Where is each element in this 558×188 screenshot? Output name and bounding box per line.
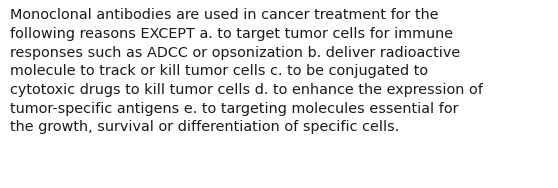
Text: Monoclonal antibodies are used in cancer treatment for the
following reasons EXC: Monoclonal antibodies are used in cancer…	[10, 8, 483, 134]
